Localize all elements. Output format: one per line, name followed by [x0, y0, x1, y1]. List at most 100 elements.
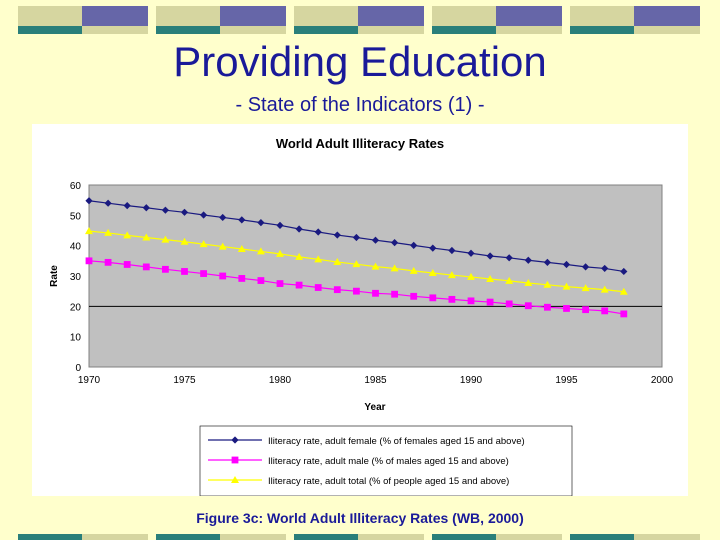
data-point-total: [524, 278, 533, 286]
series-total: [85, 227, 628, 295]
data-point-male: [142, 263, 150, 271]
data-point-total: [333, 258, 342, 266]
data-point-male: [162, 265, 169, 273]
data-point-female: [123, 202, 131, 210]
data-point-female: [314, 228, 322, 236]
x-axis-label: Year: [364, 402, 385, 413]
data-point-total: [85, 227, 93, 235]
data-point-female: [295, 225, 303, 233]
data-point-total: [256, 247, 265, 255]
data-point-female: [448, 246, 456, 255]
chart-frame: World Adult Illiteracy Rates 0 10 20 30 40 50…: [32, 124, 688, 497]
x-tick-label: 1985: [364, 375, 387, 386]
data-point-male: [582, 306, 589, 314]
chart-legend: Iliteracy rate, adult female (% of femal…: [208, 436, 525, 487]
y-tick-label: 60: [70, 181, 82, 192]
data-point-total: [314, 255, 323, 263]
data-point-female: [467, 249, 475, 257]
data-point-female: [333, 231, 341, 239]
data-point-male: [314, 284, 322, 291]
data-point-female: [142, 204, 150, 212]
data-point-total: [237, 245, 246, 253]
data-point-total: [505, 276, 514, 284]
data-point-total: [276, 249, 284, 257]
legend-label: Iliteracy rate, adult male (% of males a…: [268, 456, 509, 467]
series-female: [85, 197, 628, 276]
data-point-male: [620, 310, 628, 318]
data-point-male: [505, 300, 513, 308]
data-point-total: [218, 242, 227, 250]
data-point-female: [200, 211, 208, 219]
series-layer: [85, 197, 628, 318]
data-point-total: [581, 284, 590, 292]
data-point-male: [181, 268, 188, 275]
data-point-female: [238, 216, 246, 224]
y-tick-label: 50: [70, 211, 82, 222]
legend-label: Iliteracy rate, adult total (% of people…: [268, 476, 509, 487]
data-point-female: [391, 239, 399, 247]
data-point-female: [486, 252, 494, 260]
data-point-male: [123, 261, 131, 268]
data-point-total: [428, 268, 437, 276]
legend-item-total: Iliteracy rate, adult total (% of people…: [208, 476, 509, 487]
data-point-total: [562, 282, 571, 290]
legend-label: Iliteracy rate, adult female (% of femal…: [268, 436, 525, 447]
plot-area: [88, 184, 663, 368]
y-tick-label: 30: [70, 272, 82, 283]
data-point-male: [276, 280, 284, 287]
data-point-male: [353, 287, 360, 295]
x-tick-label: 1975: [173, 375, 196, 386]
data-point-male: [391, 290, 398, 298]
data-point-female: [371, 236, 380, 244]
data-point-female: [104, 199, 112, 207]
data-point-male: [333, 286, 341, 294]
x-tick-label: 2000: [651, 375, 674, 386]
legend-box: [199, 425, 573, 497]
data-point-male: [601, 307, 609, 315]
data-point-male: [257, 277, 265, 284]
data-point-male: [295, 281, 303, 289]
legend-item-female: Iliteracy rate, adult female (% of femal…: [208, 436, 525, 447]
illiteracy-line-chart: World Adult Illiteracy Rates 0 10 20 30 40 50…: [49, 136, 674, 497]
data-point-male: [524, 302, 532, 310]
data-point-total: [352, 260, 361, 268]
slide-subtitle: - State of the Indicators (1) -: [235, 94, 485, 116]
data-point-total: [142, 233, 151, 241]
data-point-total: [371, 262, 380, 270]
x-tick-label: 1980: [269, 375, 292, 386]
data-point-total: [231, 476, 239, 483]
y-tick-label: 0: [75, 363, 81, 374]
y-tick-label: 10: [70, 333, 82, 344]
data-point-male: [85, 257, 93, 265]
y-axis-label: Rate: [49, 265, 60, 287]
data-point-female: [352, 233, 360, 242]
y-axis-ticks: 0 10 20 30 40 50 60: [70, 181, 82, 374]
data-point-total: [447, 271, 456, 279]
y-tick-label: 20: [70, 302, 82, 313]
top-decorative-bar: [0, 6, 720, 34]
data-point-total: [104, 228, 113, 236]
data-point-male: [544, 303, 551, 311]
data-point-male: [448, 295, 456, 303]
x-tick-label: 1990: [460, 375, 483, 386]
data-point-female: [231, 436, 239, 444]
data-point-total: [600, 285, 609, 293]
data-point-male: [486, 298, 494, 306]
data-point-male: [563, 305, 570, 312]
data-point-total: [123, 231, 132, 239]
x-tick-label: 1970: [78, 375, 101, 386]
x-axis-ticks: 1970 1975 1980 1985 1990 1995 2000: [78, 375, 674, 386]
data-point-total: [390, 264, 399, 272]
data-point-male: [231, 456, 239, 464]
data-point-male: [410, 292, 418, 300]
data-point-total: [161, 235, 170, 243]
data-point-male: [104, 258, 112, 266]
x-tick-label: 1995: [555, 375, 578, 386]
data-point-male: [219, 272, 227, 280]
data-point-total: [486, 275, 495, 283]
legend-item-male: Iliteracy rate, adult male (% of males a…: [208, 456, 509, 467]
data-point-male: [467, 297, 475, 305]
data-point-male: [238, 275, 246, 282]
data-point-female: [429, 244, 437, 252]
data-point-female: [562, 260, 571, 269]
